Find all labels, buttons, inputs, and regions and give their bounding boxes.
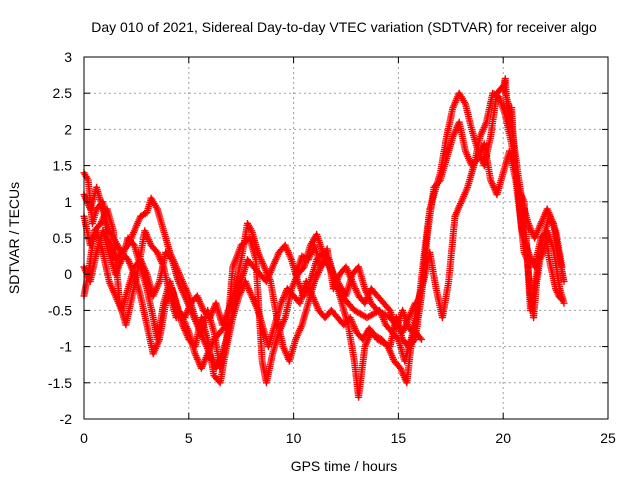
y-tick-label: 0.5: [53, 230, 73, 246]
data-point-marker: [560, 277, 568, 285]
axes-ticks: 0 5 10 15 20 25 -2 -1.5 -1 -0.5 0 0.5 1 1.5 2 2.5 3: [48, 49, 616, 446]
x-axis-title: GPS time / hours: [291, 458, 398, 474]
y-tick-label: 1: [64, 194, 72, 210]
x-tick-label: 0: [80, 430, 88, 446]
y-tick-label: 3: [64, 49, 72, 65]
data-point-marker: [558, 296, 566, 303]
x-tick-label: 5: [185, 430, 193, 446]
x-tick-label: 20: [495, 430, 511, 446]
data-series: [80, 183, 419, 365]
data-series: [80, 205, 230, 372]
x-tick-label: 15: [391, 430, 407, 446]
chart-title: Day 010 of 2021, Sidereal Day-to-day VTE…: [91, 19, 597, 35]
data-point-marker: [411, 299, 419, 307]
y-tick-label: 2: [64, 121, 72, 137]
data-point-marker: [558, 263, 566, 271]
y-tick-label: -1: [60, 339, 73, 355]
data-point-marker: [557, 294, 565, 302]
y-tick-label: -1.5: [48, 375, 72, 391]
data-series: [499, 75, 566, 322]
y-axis-title: SDTVAR / TECUs: [6, 182, 22, 294]
data-series: [292, 241, 425, 343]
x-tick-label: 10: [286, 430, 302, 446]
y-tick-label: 2.5: [53, 85, 73, 101]
y-tick-label: 1.5: [53, 158, 73, 174]
data-point-marker: [221, 322, 229, 330]
x-tick-label: 25: [600, 430, 616, 446]
data-point-marker: [223, 321, 230, 329]
y-tick-label: 0: [64, 266, 72, 282]
data-point-marker: [416, 334, 424, 342]
y-tick-label: -0.5: [48, 302, 72, 318]
data-point-marker: [418, 335, 425, 343]
plot-area: [80, 75, 568, 401]
data-point-marker: [560, 299, 568, 307]
y-tick-label: -2: [60, 411, 73, 427]
